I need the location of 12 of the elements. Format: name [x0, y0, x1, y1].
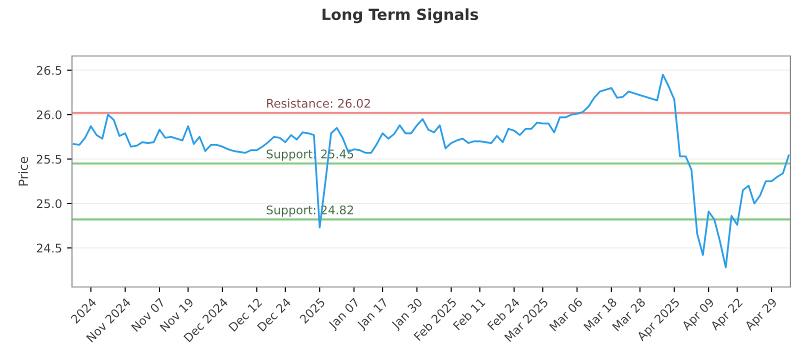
ref-line-label: Resistance: 26.02	[267, 98, 370, 108]
y-tick-label: 26.5	[36, 66, 62, 75]
x-tick-label: Jan 17	[356, 298, 390, 332]
y-tick-label: 25.0	[36, 199, 62, 208]
y-tick-label: 26.0	[36, 110, 62, 120]
line-series	[72, 74, 790, 268]
x-tick-label: Mar 06	[548, 297, 583, 332]
chart-title: Long Term Signals	[322, 8, 478, 24]
y-tick-label: 24.5	[36, 244, 62, 253]
x-tick-label: Apr 29	[744, 297, 780, 332]
y-tick-label: 25.5	[36, 154, 62, 164]
y-axis-title: Price	[18, 156, 28, 186]
